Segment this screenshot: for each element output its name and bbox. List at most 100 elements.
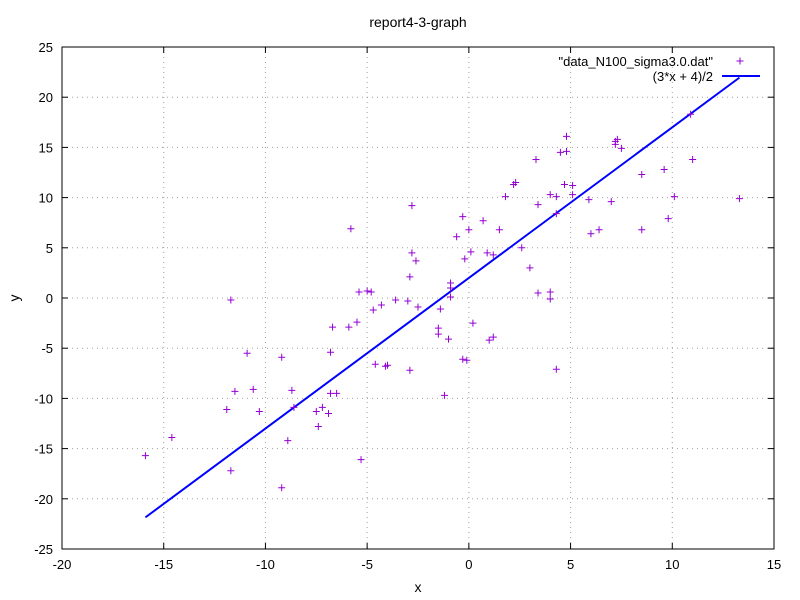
data-point xyxy=(607,198,615,206)
data-point xyxy=(563,132,571,140)
y-axis-title: y xyxy=(6,295,22,302)
data-point xyxy=(689,155,697,163)
series-layer xyxy=(141,76,743,519)
data-point xyxy=(392,296,400,304)
data-point xyxy=(617,144,625,152)
data-point xyxy=(383,361,391,369)
data-point xyxy=(412,257,420,265)
data-point xyxy=(447,284,455,292)
data-point xyxy=(467,248,475,256)
data-point xyxy=(243,349,251,357)
data-point xyxy=(735,195,743,203)
data-point xyxy=(353,318,361,326)
data-point xyxy=(563,147,571,155)
data-point xyxy=(347,225,355,233)
data-point xyxy=(324,409,332,417)
data-point xyxy=(687,110,695,118)
data-point xyxy=(408,202,416,210)
data-point xyxy=(227,296,235,304)
data-point xyxy=(518,244,526,252)
y-tick-label: -15 xyxy=(34,442,53,457)
data-point xyxy=(495,226,503,234)
data-point xyxy=(585,196,593,204)
y-tick-label: -25 xyxy=(34,542,53,557)
x-tick-label: 5 xyxy=(567,557,574,572)
data-point xyxy=(355,288,363,296)
data-point xyxy=(552,365,560,373)
data-point xyxy=(414,303,422,311)
data-point xyxy=(223,405,231,413)
data-point xyxy=(318,403,326,411)
data-point xyxy=(371,360,379,368)
data-point xyxy=(141,452,149,460)
data-point xyxy=(526,264,534,272)
y-tick-label: 25 xyxy=(39,40,53,55)
data-point xyxy=(560,181,568,189)
data-point xyxy=(459,355,467,363)
data-point xyxy=(345,323,353,331)
data-point xyxy=(278,484,286,492)
legend-label-data: "data_N100_sigma3.0.dat" xyxy=(558,54,713,69)
data-point xyxy=(552,210,560,218)
data-point xyxy=(546,295,554,303)
data-point xyxy=(534,289,542,297)
data-point xyxy=(534,201,542,209)
y-tick-label: 5 xyxy=(46,241,53,256)
y-tick-label: -20 xyxy=(34,492,53,507)
y-tick-label: -5 xyxy=(41,341,53,356)
data-point xyxy=(546,191,554,199)
data-point xyxy=(489,333,497,341)
data-point xyxy=(532,155,540,163)
data-point xyxy=(327,348,335,356)
data-point xyxy=(329,323,337,331)
data-point xyxy=(569,191,577,199)
x-axis-title: x xyxy=(415,579,422,595)
data-point xyxy=(485,336,493,344)
x-tick-label: 15 xyxy=(767,557,781,572)
y-tick-label: 10 xyxy=(39,191,53,206)
data-point xyxy=(404,297,412,305)
legend-label-fit: (3*x + 4)/2 xyxy=(653,69,713,84)
grid-lines xyxy=(62,47,774,549)
data-point xyxy=(453,233,461,241)
data-point xyxy=(463,356,471,364)
data-point xyxy=(440,391,448,399)
data-point xyxy=(434,330,442,338)
data-point xyxy=(327,389,335,397)
data-point xyxy=(231,387,239,395)
data-point xyxy=(501,193,509,201)
legend-marker-data xyxy=(736,57,744,65)
data-point xyxy=(408,249,416,257)
y-tick-label: 0 xyxy=(46,291,53,306)
data-point xyxy=(556,148,564,156)
data-point xyxy=(552,193,560,201)
data-point xyxy=(569,182,577,190)
data-point xyxy=(312,407,320,415)
data-point xyxy=(483,249,491,257)
x-tick-label: -20 xyxy=(53,557,72,572)
data-point xyxy=(436,305,444,313)
legend: "data_N100_sigma3.0.dat" (3*x + 4)/2 xyxy=(558,54,760,84)
data-point xyxy=(587,230,595,238)
x-tick-label: -5 xyxy=(361,557,373,572)
data-point xyxy=(367,288,375,296)
axis-ticks: -20 -15 -10 -5 0 5 10 15-25-20-15-10-5051015202… xyxy=(34,40,781,572)
y-tick-label: 15 xyxy=(39,140,53,155)
data-point xyxy=(314,423,322,431)
data-point xyxy=(377,301,385,309)
data-point xyxy=(168,434,176,442)
data-point xyxy=(638,171,646,179)
data-point xyxy=(461,255,469,263)
data-point xyxy=(660,165,668,173)
x-tick-label: 0 xyxy=(465,557,472,572)
x-tick-label: -10 xyxy=(256,557,275,572)
data-point xyxy=(546,288,554,296)
data-point xyxy=(333,389,341,397)
data-point xyxy=(445,335,453,343)
y-tick-label: 20 xyxy=(39,90,53,105)
data-point xyxy=(479,217,487,225)
x-tick-label: 10 xyxy=(665,557,679,572)
data-point xyxy=(406,273,414,281)
data-point xyxy=(290,403,298,411)
